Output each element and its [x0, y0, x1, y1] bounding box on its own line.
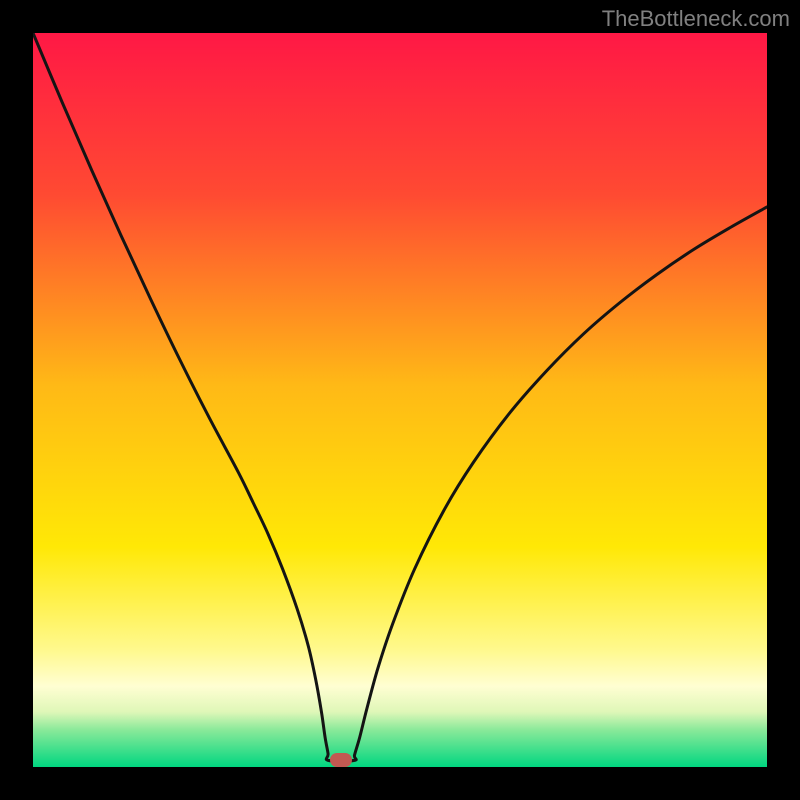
optimum-marker: [330, 753, 352, 767]
watermark-text: TheBottleneck.com: [602, 6, 790, 32]
bottleneck-curve: [33, 33, 767, 767]
bottleneck-curve-path: [33, 33, 767, 761]
plot-area: [33, 33, 767, 767]
